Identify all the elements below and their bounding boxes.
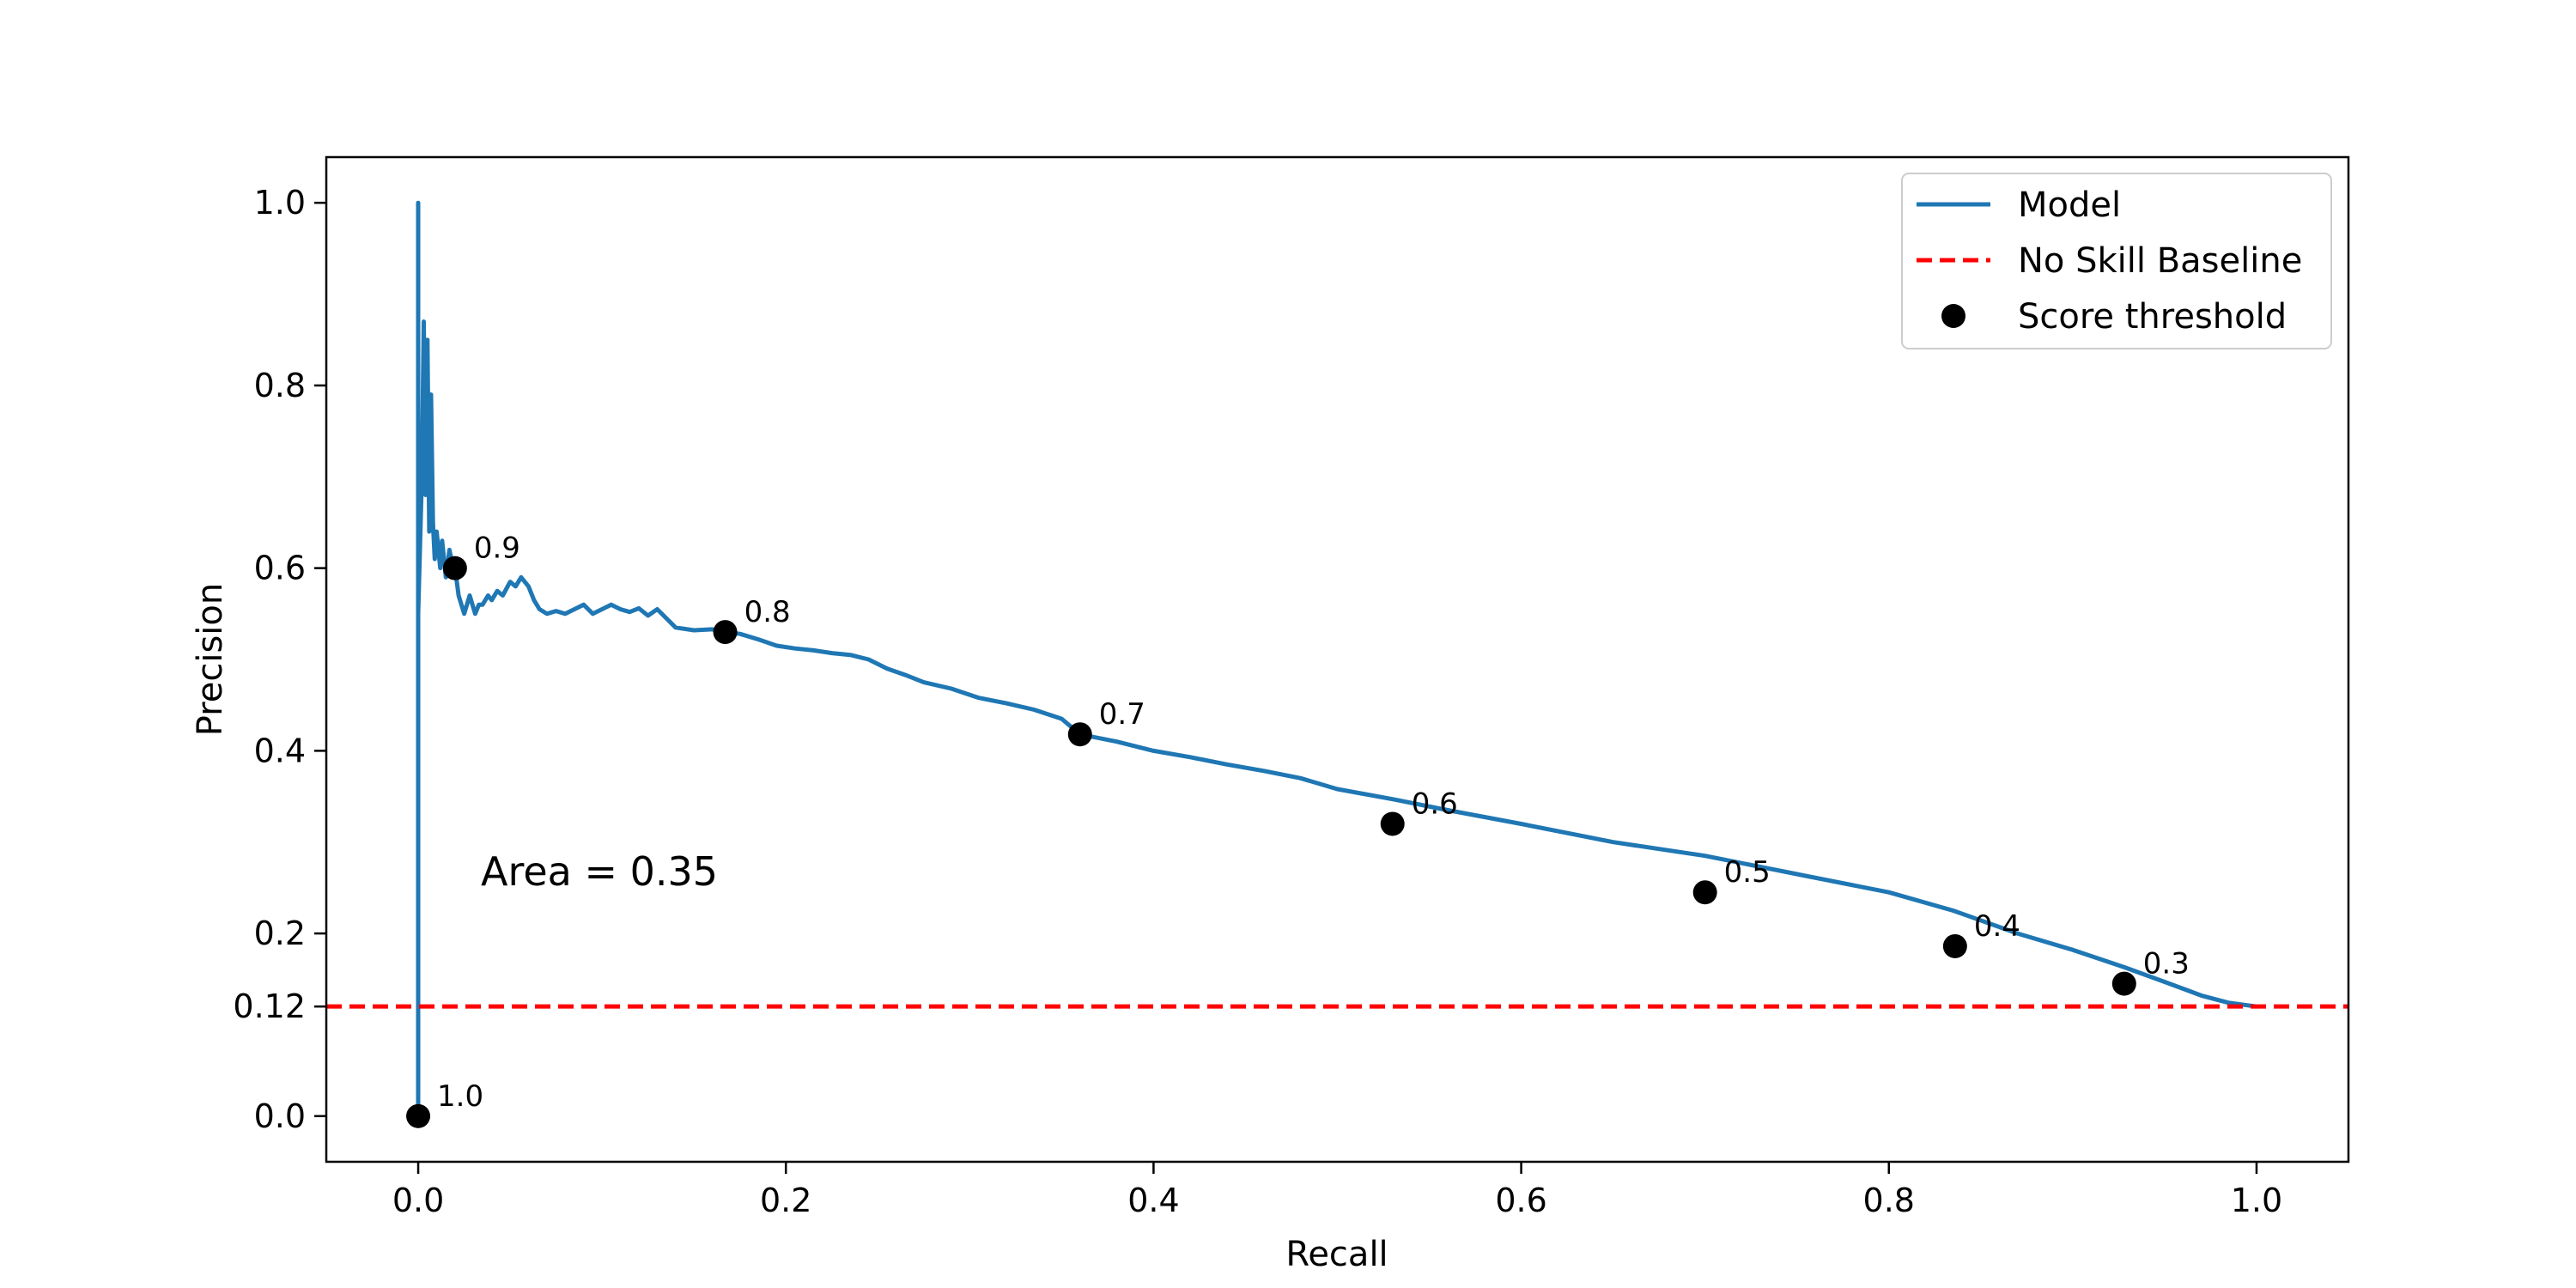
legend-threshold-label: Score threshold bbox=[2018, 297, 2287, 337]
plot-area: 1.0 0.9 0.8 0.7 0.6 0.5 0.4 0.3 bbox=[326, 200, 2348, 1128]
threshold-label: 0.4 bbox=[1974, 909, 2020, 944]
threshold-point bbox=[1692, 880, 1717, 905]
threshold-label: 1.0 bbox=[437, 1079, 483, 1114]
legend-baseline-label: No Skill Baseline bbox=[2018, 241, 2302, 281]
y-axis-label: Precision bbox=[191, 583, 230, 736]
x-tick-label: 0.2 bbox=[760, 1182, 811, 1219]
y-tick-label: 0.4 bbox=[254, 732, 306, 769]
model-curve bbox=[416, 200, 2257, 1116]
x-tick-label: 0.4 bbox=[1127, 1182, 1179, 1219]
y-tick-label: 0.6 bbox=[254, 550, 306, 587]
threshold-point bbox=[1942, 933, 1967, 958]
threshold-label: 0.5 bbox=[1724, 855, 1771, 890]
threshold-label: 0.8 bbox=[744, 595, 791, 629]
threshold-label: 0.6 bbox=[1412, 787, 1458, 821]
y-tick-label: 1.0 bbox=[254, 184, 306, 222]
threshold-point bbox=[1380, 811, 1405, 836]
legend: Model No Skill Baseline Score threshold bbox=[1901, 173, 2332, 349]
y-tick-label: 0.2 bbox=[254, 914, 306, 952]
threshold-label: 0.3 bbox=[2143, 947, 2190, 981]
y-tick-label: 0.12 bbox=[233, 987, 306, 1025]
legend-model-label: Model bbox=[2018, 185, 2121, 225]
threshold-point bbox=[406, 1103, 431, 1128]
x-tick-label: 0.6 bbox=[1495, 1182, 1546, 1219]
x-tick-label: 0.0 bbox=[392, 1182, 444, 1219]
threshold-point bbox=[1067, 722, 1092, 747]
x-tick-label: 0.8 bbox=[1863, 1182, 1915, 1219]
y-tick-label: 0.8 bbox=[254, 367, 306, 404]
legend-frame bbox=[1901, 173, 2332, 349]
y-tick-label: 0.0 bbox=[254, 1097, 306, 1135]
x-axis-label: Recall bbox=[1285, 1235, 1388, 1274]
threshold-point bbox=[442, 556, 467, 580]
x-tick-label: 1.0 bbox=[2231, 1182, 2282, 1219]
area-annotation: Area = 0.35 bbox=[481, 848, 718, 895]
threshold-label: 0.7 bbox=[1099, 697, 1145, 732]
plot-frame bbox=[325, 155, 2350, 1163]
threshold-point bbox=[713, 620, 738, 645]
threshold-point bbox=[2111, 971, 2136, 996]
legend-threshold-marker bbox=[1941, 304, 1965, 328]
threshold-label: 0.9 bbox=[474, 532, 520, 566]
axis-ticks: 0.0 0.2 0.4 0.6 0.8 1.0 0.0 0.12 0.2 0.4 0.6 0.8 1.0 bbox=[233, 184, 2282, 1219]
